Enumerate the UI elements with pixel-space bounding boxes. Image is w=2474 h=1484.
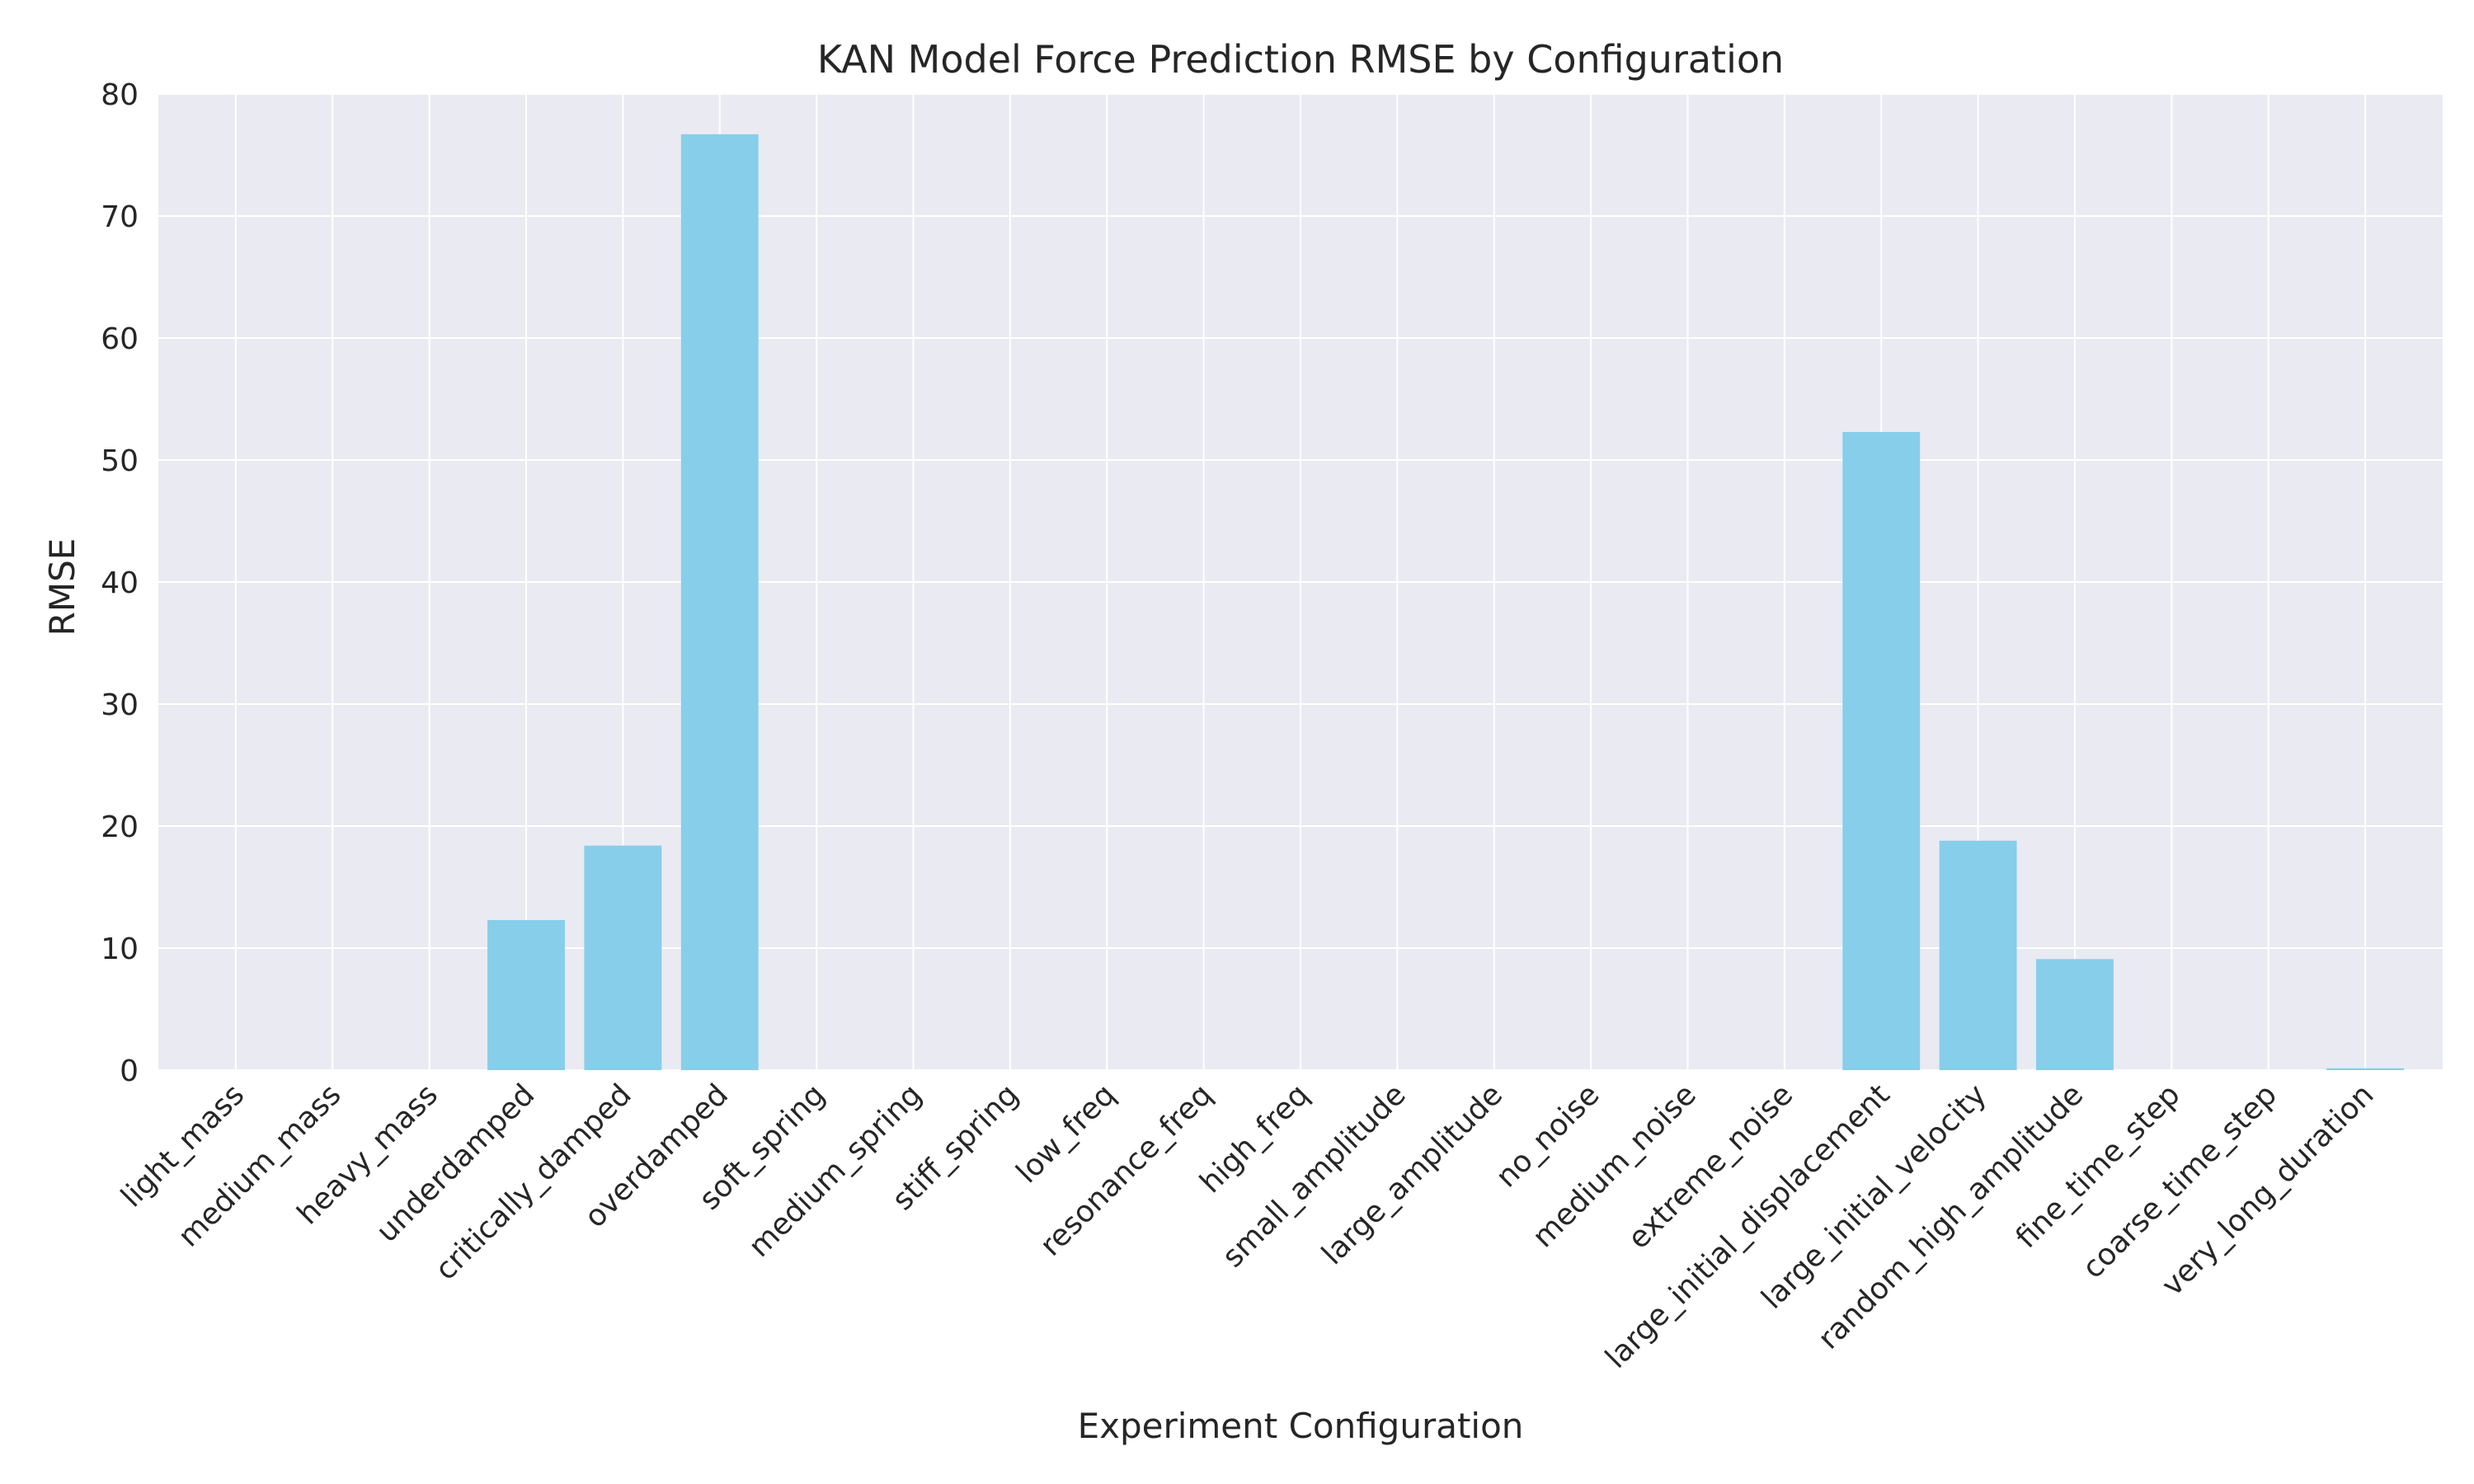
bar-underdamped: [487, 919, 565, 1070]
chart-title: KAN Model Force Prediction RMSE by Confi…: [817, 37, 1784, 82]
bar-random-high-amplitude: [2036, 959, 2114, 1070]
x-tick-label-fine-time-step: fine_time_step: [2010, 1078, 2187, 1255]
y-tick-label: 50: [101, 444, 139, 478]
y-tick-label: 80: [101, 78, 139, 112]
x-tick-label-extreme-noise: extreme_noise: [1622, 1078, 1800, 1256]
x-axis-label: Experiment Configuration: [1078, 1406, 1524, 1446]
y-tick-label: 0: [120, 1054, 139, 1088]
bar-very-long-duration: [2326, 1068, 2405, 1070]
x-tick-label-small-amplitude: small_amplitude: [1216, 1078, 1413, 1274]
y-tick-label: 30: [101, 688, 139, 722]
x-tick-label-medium-mass: medium_mass: [172, 1078, 347, 1253]
y-tick-label: 70: [101, 200, 139, 234]
bar-large-initial-displacement: [1842, 431, 1921, 1070]
y-tick-label: 60: [101, 322, 139, 356]
y-tick-label: 20: [101, 810, 139, 844]
bar-overdamped: [680, 134, 759, 1071]
y-tick-label: 40: [101, 566, 139, 600]
x-tick-label-large-amplitude: large_amplitude: [1315, 1078, 1509, 1271]
x-tick-label-medium-spring: medium_spring: [742, 1078, 929, 1264]
x-tick-label-resonance-freq: resonance_freq: [1034, 1078, 1219, 1262]
bar-large-initial-velocity: [1939, 840, 2017, 1070]
y-tick-label: 10: [101, 932, 139, 966]
bar-critically-damped: [584, 845, 662, 1070]
y-axis-label: RMSE: [42, 538, 82, 636]
x-tick-label-medium-noise: medium_noise: [1526, 1078, 1703, 1254]
